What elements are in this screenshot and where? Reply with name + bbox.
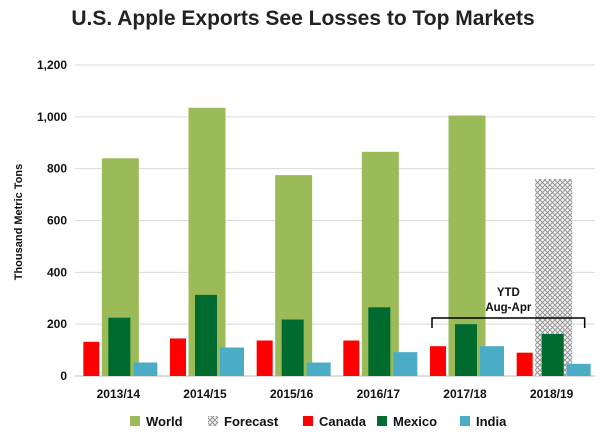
bar-mexico-2015-16 [281,319,304,376]
bar-canada-2014-15 [170,338,186,376]
bar-canada-2016-17 [343,340,360,376]
legend-swatch-india [460,416,470,426]
y-tick-label: 1,200 [37,58,67,72]
chart-title: U.S. Apple Exports See Losses to Top Mar… [71,7,534,30]
legend-label-canada: Canada [319,414,367,429]
bar-mexico-2016-17 [368,307,391,376]
bar-canada-2015-16 [256,340,273,376]
gridlines [75,64,595,377]
bar-mexico-2018-19 [541,334,564,376]
legend-swatch-mexico [377,416,387,426]
x-tick-label: 2015/16 [270,387,314,401]
ytd-bracket [431,317,586,328]
bar-canada-2018-19 [516,352,533,376]
y-axis-label: Thousand Metric Tons [13,164,25,281]
bar-india-2015-16 [306,362,331,376]
x-tick-label: 2014/15 [183,387,227,401]
y-tick-label: 800 [47,162,67,176]
bar-india-2018-19 [566,363,591,376]
x-tick-label: 2018/19 [530,387,574,401]
y-tick-label: 400 [47,265,67,279]
axis-ticks: 0 200 400 600 800 1,000 1,200 2013/14 2014/15 201… [37,58,574,401]
y-tick-label: 200 [47,317,67,331]
y-tick-label: 1,000 [37,110,67,124]
ytd-label: YTD [497,287,520,299]
legend-swatch-forecast [208,416,218,426]
legend-swatch-canada [303,416,313,426]
bar-india-2016-17 [393,352,418,376]
legend-label-forecast: Forecast [224,414,279,429]
legend-label-india: India [476,414,507,429]
legend: World Forecast Canada Mexico India [130,414,507,429]
ytd-range-label: Aug-Apr [485,302,532,314]
bar-canada-2013-14 [83,341,100,376]
y-tick-label: 600 [47,214,67,228]
bar-canada-2017-18 [430,346,446,376]
y-tick-label: 0 [60,369,67,383]
bar-india-2013-14 [133,362,158,376]
bar-mexico-2017-18 [455,324,477,376]
ytd-annotation: YTD Aug-Apr [431,287,586,328]
legend-label-mexico: Mexico [393,414,437,429]
bar-india-2017-18 [480,346,504,376]
x-tick-label: 2016/17 [357,387,401,401]
legend-label-world: World [146,414,183,429]
legend-swatch-world [130,416,140,426]
x-tick-label: 2013/14 [97,387,141,401]
bar-mexico-2013-14 [108,317,131,376]
bar-india-2014-15 [220,347,244,376]
x-tick-label: 2017/18 [443,387,487,401]
bars [83,107,591,376]
bar-mexico-2014-15 [195,294,217,376]
